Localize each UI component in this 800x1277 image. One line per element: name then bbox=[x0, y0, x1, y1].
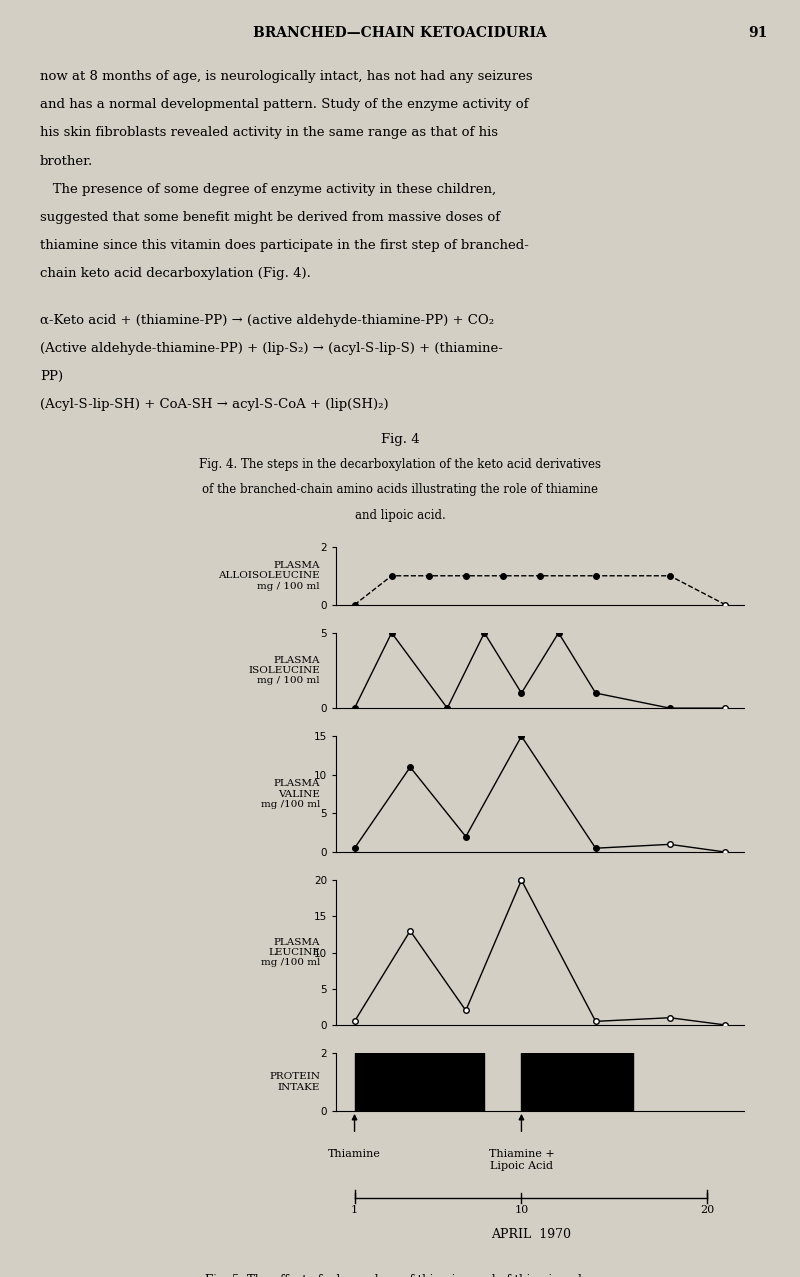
Text: thiamine since this vitamin does participate in the first step of branched-: thiamine since this vitamin does partici… bbox=[40, 239, 529, 252]
Text: 10: 10 bbox=[514, 1205, 529, 1216]
Text: chain keto acid decarboxylation (Fig. 4).: chain keto acid decarboxylation (Fig. 4)… bbox=[40, 267, 311, 280]
Text: suggested that some benefit might be derived from massive doses of: suggested that some benefit might be der… bbox=[40, 211, 500, 223]
Text: of the branched-chain amino acids illustrating the role of thiamine: of the branched-chain amino acids illust… bbox=[202, 484, 598, 497]
Text: PP): PP) bbox=[40, 370, 63, 383]
Text: Thiamine: Thiamine bbox=[328, 1149, 381, 1160]
Text: brother.: brother. bbox=[40, 155, 94, 167]
Text: PROTEIN
INTAKE: PROTEIN INTAKE bbox=[269, 1073, 320, 1092]
Text: PLASMA
ALLOISOLEUCINE
mg / 100 ml: PLASMA ALLOISOLEUCINE mg / 100 ml bbox=[218, 561, 320, 591]
Text: 20: 20 bbox=[700, 1205, 714, 1216]
Text: Thiamine +
Lipoic Acid: Thiamine + Lipoic Acid bbox=[489, 1149, 554, 1171]
Text: and has a normal developmental pattern. Study of the enzyme activity of: and has a normal developmental pattern. … bbox=[40, 98, 529, 111]
Text: 1: 1 bbox=[351, 1205, 358, 1216]
Text: Fig. 5. The effect of a large dose of thiamine and of thiamine plus: Fig. 5. The effect of a large dose of th… bbox=[205, 1274, 595, 1277]
Text: (Active aldehyde-thiamine-PP) + (lip-S₂) → (acyl-S-lip-S) + (thiamine-: (Active aldehyde-thiamine-PP) + (lip-S₂)… bbox=[40, 342, 503, 355]
Text: BRANCHED—CHAIN KETOACIDURIA: BRANCHED—CHAIN KETOACIDURIA bbox=[253, 26, 547, 40]
Text: PLASMA
LEUCINE
mg /100 ml: PLASMA LEUCINE mg /100 ml bbox=[261, 937, 320, 968]
Text: PLASMA
VALINE
mg /100 ml: PLASMA VALINE mg /100 ml bbox=[261, 779, 320, 810]
Text: α-Keto acid + (thiamine-PP) → (active aldehyde-thiamine-PP) + CO₂: α-Keto acid + (thiamine-PP) → (active al… bbox=[40, 314, 494, 327]
Text: and lipoic acid.: and lipoic acid. bbox=[354, 508, 446, 522]
Text: now at 8 months of age, is neurologically intact, has not had any seizures: now at 8 months of age, is neurologicall… bbox=[40, 70, 533, 83]
Text: his skin fibroblasts revealed activity in the same range as that of his: his skin fibroblasts revealed activity i… bbox=[40, 126, 498, 139]
Text: (Acyl-S-lip-SH) + CoA-SH → acyl-S-CoA + (lip(SH)₂): (Acyl-S-lip-SH) + CoA-SH → acyl-S-CoA + … bbox=[40, 398, 389, 411]
Text: Fig. 4. The steps in the decarboxylation of the keto acid derivatives: Fig. 4. The steps in the decarboxylation… bbox=[199, 458, 601, 471]
Text: The presence of some degree of enzyme activity in these children,: The presence of some degree of enzyme ac… bbox=[40, 183, 496, 195]
Text: 91: 91 bbox=[749, 26, 768, 40]
Text: APRIL  1970: APRIL 1970 bbox=[490, 1228, 570, 1241]
Text: Fig. 4: Fig. 4 bbox=[381, 433, 419, 446]
Text: PLASMA
ISOLEUCINE
mg / 100 ml: PLASMA ISOLEUCINE mg / 100 ml bbox=[248, 655, 320, 686]
